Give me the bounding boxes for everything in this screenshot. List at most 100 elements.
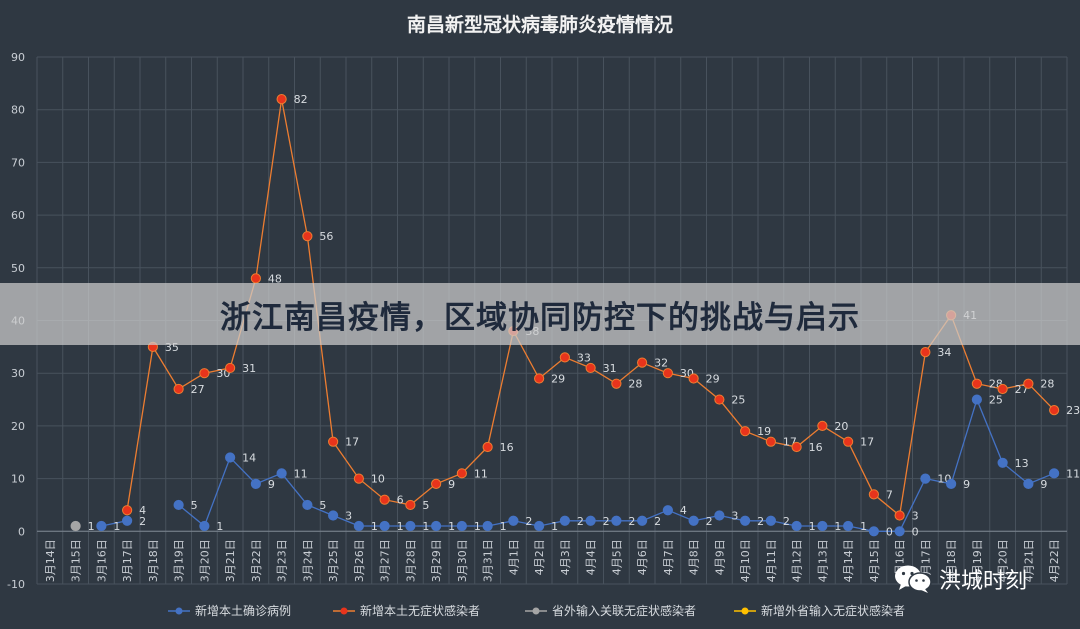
data-point: [688, 373, 699, 384]
data-label: 32: [654, 357, 668, 370]
data-point: [173, 499, 184, 511]
data-point: [225, 452, 236, 463]
x-tick-label: 3月19日: [173, 539, 186, 582]
x-tick-label: 3月17日: [121, 539, 134, 582]
x-tick-label: 3月23日: [276, 539, 289, 582]
data-label: 29: [706, 372, 720, 385]
legend-swatch-marker: [741, 607, 749, 615]
x-tick-label: 4月3日: [559, 539, 572, 575]
data-label: 23: [1066, 404, 1080, 417]
data-label: 16: [809, 441, 823, 454]
data-label: 3: [912, 509, 919, 522]
x-tick-label: 3月24日: [301, 539, 314, 582]
data-point: [611, 378, 622, 389]
x-tick-label: 4月9日: [713, 539, 726, 575]
data-point: [585, 362, 596, 374]
data-point: [379, 494, 390, 505]
data-label: 4: [139, 504, 146, 517]
data-label: 2: [139, 515, 146, 528]
x-tick-label: 4月18日: [945, 539, 958, 582]
data-label: 1: [397, 520, 404, 533]
y-tick-label: 20: [11, 420, 25, 433]
data-label: 5: [319, 499, 326, 512]
data-point: [379, 520, 390, 532]
data-label: 9: [1040, 478, 1047, 491]
data-point: [946, 478, 957, 489]
data-point: [559, 352, 570, 363]
data-point: [765, 515, 776, 526]
x-tick-label: 4月2日: [533, 539, 546, 575]
x-tick-label: 4月21日: [1022, 539, 1035, 582]
data-label: 82: [294, 93, 308, 106]
data-point: [817, 420, 828, 431]
data-point: [688, 515, 699, 526]
x-tick-label: 4月4日: [585, 539, 598, 575]
data-label: 34: [937, 346, 951, 359]
data-label: 48: [268, 272, 282, 285]
data-point: [1049, 468, 1060, 479]
data-point: [791, 441, 802, 453]
x-tick-label: 3月30日: [456, 539, 469, 582]
data-label: 2: [706, 515, 713, 528]
data-label: 2: [577, 515, 584, 528]
data-point: [302, 231, 313, 242]
data-point: [405, 499, 416, 511]
data-point: [611, 515, 622, 526]
data-label: 11: [474, 467, 488, 480]
data-point: [534, 373, 545, 384]
legend-swatch-marker: [175, 607, 183, 615]
data-label: 28: [628, 378, 642, 391]
data-point: [456, 468, 467, 479]
data-label: 2: [525, 515, 532, 528]
data-point: [997, 383, 1008, 395]
data-label: 20: [834, 420, 848, 433]
x-tick-label: 4月8日: [688, 539, 701, 575]
data-label: 1: [371, 520, 378, 533]
data-point: [405, 520, 416, 532]
data-point: [1049, 404, 1060, 416]
data-point: [482, 520, 493, 532]
data-point: [714, 510, 725, 521]
data-point: [843, 436, 854, 447]
data-point: [662, 505, 673, 516]
data-point: [868, 526, 879, 537]
data-label: 4: [680, 504, 687, 517]
data-label: 29: [551, 372, 565, 385]
data-label: 9: [448, 478, 455, 491]
data-point: [225, 362, 236, 374]
x-tick-label: 4月1日: [507, 539, 520, 575]
data-label: 2: [628, 515, 635, 528]
data-point: [70, 520, 81, 532]
data-label: 9: [268, 478, 275, 491]
data-point: [971, 394, 982, 405]
y-tick-label: 70: [11, 156, 25, 169]
legend-label: 新增本土确诊病例: [195, 603, 291, 618]
data-point: [250, 478, 261, 489]
data-point: [637, 515, 648, 526]
data-point: [559, 515, 570, 526]
y-tick-label: -10: [7, 578, 25, 591]
data-label: 0: [912, 525, 919, 538]
data-point: [662, 368, 673, 379]
x-tick-label: 3月14日: [44, 539, 57, 582]
data-point: [740, 515, 751, 526]
legend-swatch-marker: [532, 607, 540, 615]
data-point: [920, 347, 931, 358]
y-tick-label: 0: [18, 525, 25, 538]
watermark-text: 洪城时刻: [939, 569, 1028, 594]
data-point: [431, 520, 442, 532]
chart-title: 南昌新型冠状病毒肺炎疫情情况: [407, 13, 673, 36]
x-tick-label: 4月15日: [868, 539, 881, 582]
x-tick-label: 3月28日: [404, 539, 417, 582]
data-label: 1: [834, 520, 841, 533]
data-point: [1023, 378, 1034, 389]
data-label: 3: [345, 509, 352, 522]
data-point: [328, 436, 339, 447]
x-tick-label: 4月12日: [791, 539, 804, 582]
data-point: [122, 515, 133, 526]
data-label: 13: [1015, 457, 1029, 470]
data-label: 1: [88, 520, 95, 533]
legend-label: 省外输入关联无症状感染者: [552, 603, 696, 618]
data-point: [637, 357, 648, 368]
data-label: 1: [474, 520, 481, 533]
